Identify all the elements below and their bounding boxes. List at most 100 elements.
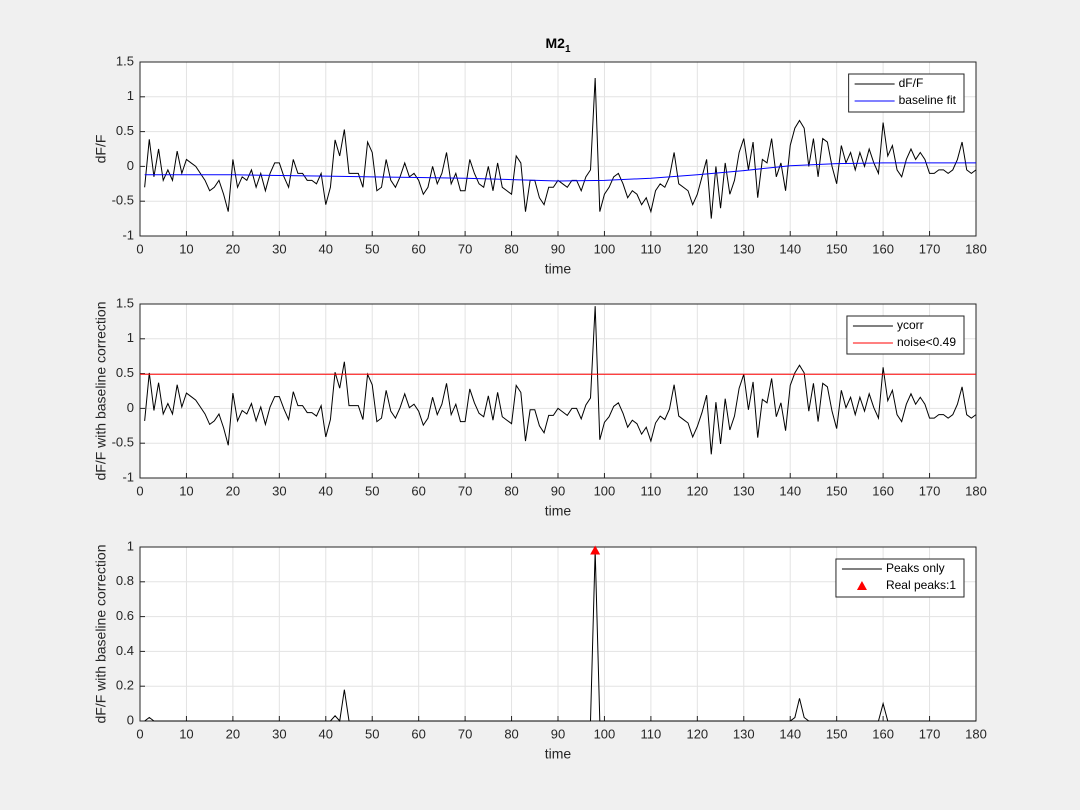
- y-axis-label: dF/F: [93, 135, 109, 164]
- legend: ycorr noise<0.49: [846, 315, 965, 355]
- x-tick-label: 100: [594, 726, 616, 741]
- x-tick-label: 130: [733, 726, 755, 741]
- x-tick-label: 70: [458, 483, 472, 498]
- y-tick-label: 0.8: [116, 573, 134, 588]
- legend-box: [848, 73, 965, 113]
- x-tick-label: 90: [551, 483, 565, 498]
- y-tick-label: 0.5: [116, 123, 134, 138]
- y-tick-label: -0.5: [112, 435, 134, 450]
- y-tick-label: 0.4: [116, 643, 134, 658]
- x-tick-label: 60: [411, 726, 425, 741]
- y-tick-label: 0: [127, 712, 134, 727]
- y-tick-label: -1: [122, 227, 134, 242]
- x-tick-label: 120: [686, 726, 708, 741]
- x-tick-label: 40: [319, 483, 333, 498]
- x-tick-label: 10: [179, 726, 193, 741]
- x-tick-label: 150: [826, 726, 848, 741]
- x-tick-label: 0: [136, 483, 143, 498]
- x-tick-label: 80: [504, 483, 518, 498]
- x-tick-label: 110: [641, 483, 662, 498]
- x-tick-label: 160: [872, 483, 894, 498]
- x-tick-label: 20: [226, 726, 240, 741]
- y-tick-label: 1: [127, 538, 134, 553]
- y-tick-label: 1: [127, 88, 134, 103]
- peak-marker: [590, 545, 601, 555]
- legend-box: [846, 315, 965, 355]
- x-tick-label: 140: [779, 241, 801, 256]
- x-tick-label: 40: [319, 726, 333, 741]
- x-tick-label: 100: [594, 241, 616, 256]
- x-tick-label: 130: [733, 241, 755, 256]
- x-tick-label: 50: [365, 726, 379, 741]
- x-axis-label: time: [545, 261, 572, 277]
- x-tick-label: 110: [641, 726, 662, 741]
- y-tick-label: 0: [127, 158, 134, 173]
- y-tick-label: 0: [127, 400, 134, 415]
- x-tick-label: 80: [504, 726, 518, 741]
- x-tick-label: 90: [551, 241, 565, 256]
- x-tick-label: 30: [272, 483, 286, 498]
- title-text: M2: [545, 35, 565, 51]
- x-tick-label: 170: [919, 726, 941, 741]
- x-tick-label: 140: [779, 726, 801, 741]
- title-subscript: 1: [565, 44, 571, 55]
- x-tick-label: 80: [504, 241, 518, 256]
- series-line: [144, 550, 976, 723]
- x-tick-label: 0: [136, 726, 143, 741]
- legend-label: Peaks only: [886, 561, 945, 575]
- x-tick-label: 150: [826, 241, 848, 256]
- y-tick-label: 0.6: [116, 608, 134, 623]
- x-tick-label: 60: [411, 483, 425, 498]
- y-tick-label: 1.5: [116, 53, 134, 68]
- x-tick-label: 160: [872, 726, 894, 741]
- axes-box: [139, 61, 977, 237]
- x-tick-label: 10: [179, 483, 193, 498]
- y-tick-label: 1: [127, 330, 134, 345]
- chart-title: M21: [545, 35, 570, 55]
- x-tick-label: 50: [365, 483, 379, 498]
- axes-box: [139, 303, 977, 479]
- x-tick-label: 180: [965, 241, 987, 256]
- x-axis-label: time: [545, 746, 572, 762]
- series-line: [144, 306, 977, 455]
- x-tick-label: 120: [686, 241, 708, 256]
- legend-marker: [856, 581, 867, 590]
- x-tick-label: 180: [965, 726, 987, 741]
- y-axis-label: dF/F with baseline correction: [93, 545, 109, 724]
- legend: dF/F baseline fit: [848, 73, 965, 113]
- series-line: [144, 77, 977, 219]
- y-tick-label: -0.5: [112, 193, 134, 208]
- x-tick-label: 150: [826, 483, 848, 498]
- legend: Peaks only Real peaks:1: [835, 558, 965, 598]
- legend-label: Real peaks:1: [886, 578, 956, 592]
- x-tick-label: 140: [779, 483, 801, 498]
- x-tick-label: 110: [641, 241, 662, 256]
- x-tick-label: 30: [272, 241, 286, 256]
- x-tick-label: 170: [919, 241, 941, 256]
- x-tick-label: 0: [136, 241, 143, 256]
- y-tick-label: -1: [122, 469, 134, 484]
- x-tick-label: 160: [872, 241, 894, 256]
- legend-label: baseline fit: [899, 93, 957, 107]
- x-tick-label: 20: [226, 483, 240, 498]
- x-tick-label: 40: [319, 241, 333, 256]
- y-tick-label: 0.2: [116, 678, 134, 693]
- x-tick-label: 60: [411, 241, 425, 256]
- series-line: [144, 162, 976, 182]
- legend-label: noise<0.49: [897, 335, 956, 349]
- legend-label: ycorr: [897, 318, 924, 332]
- x-axis-label: time: [545, 503, 572, 519]
- x-tick-label: 170: [919, 483, 941, 498]
- y-tick-label: 0.5: [116, 365, 134, 380]
- x-tick-label: 50: [365, 241, 379, 256]
- legend-box: [835, 558, 965, 598]
- legend-label: dF/F: [899, 76, 924, 90]
- y-tick-label: 1.5: [116, 295, 134, 310]
- x-tick-label: 30: [272, 726, 286, 741]
- x-tick-label: 90: [551, 726, 565, 741]
- x-tick-label: 20: [226, 241, 240, 256]
- x-tick-label: 70: [458, 726, 472, 741]
- y-axis-label: dF/F with baseline correction: [93, 302, 109, 481]
